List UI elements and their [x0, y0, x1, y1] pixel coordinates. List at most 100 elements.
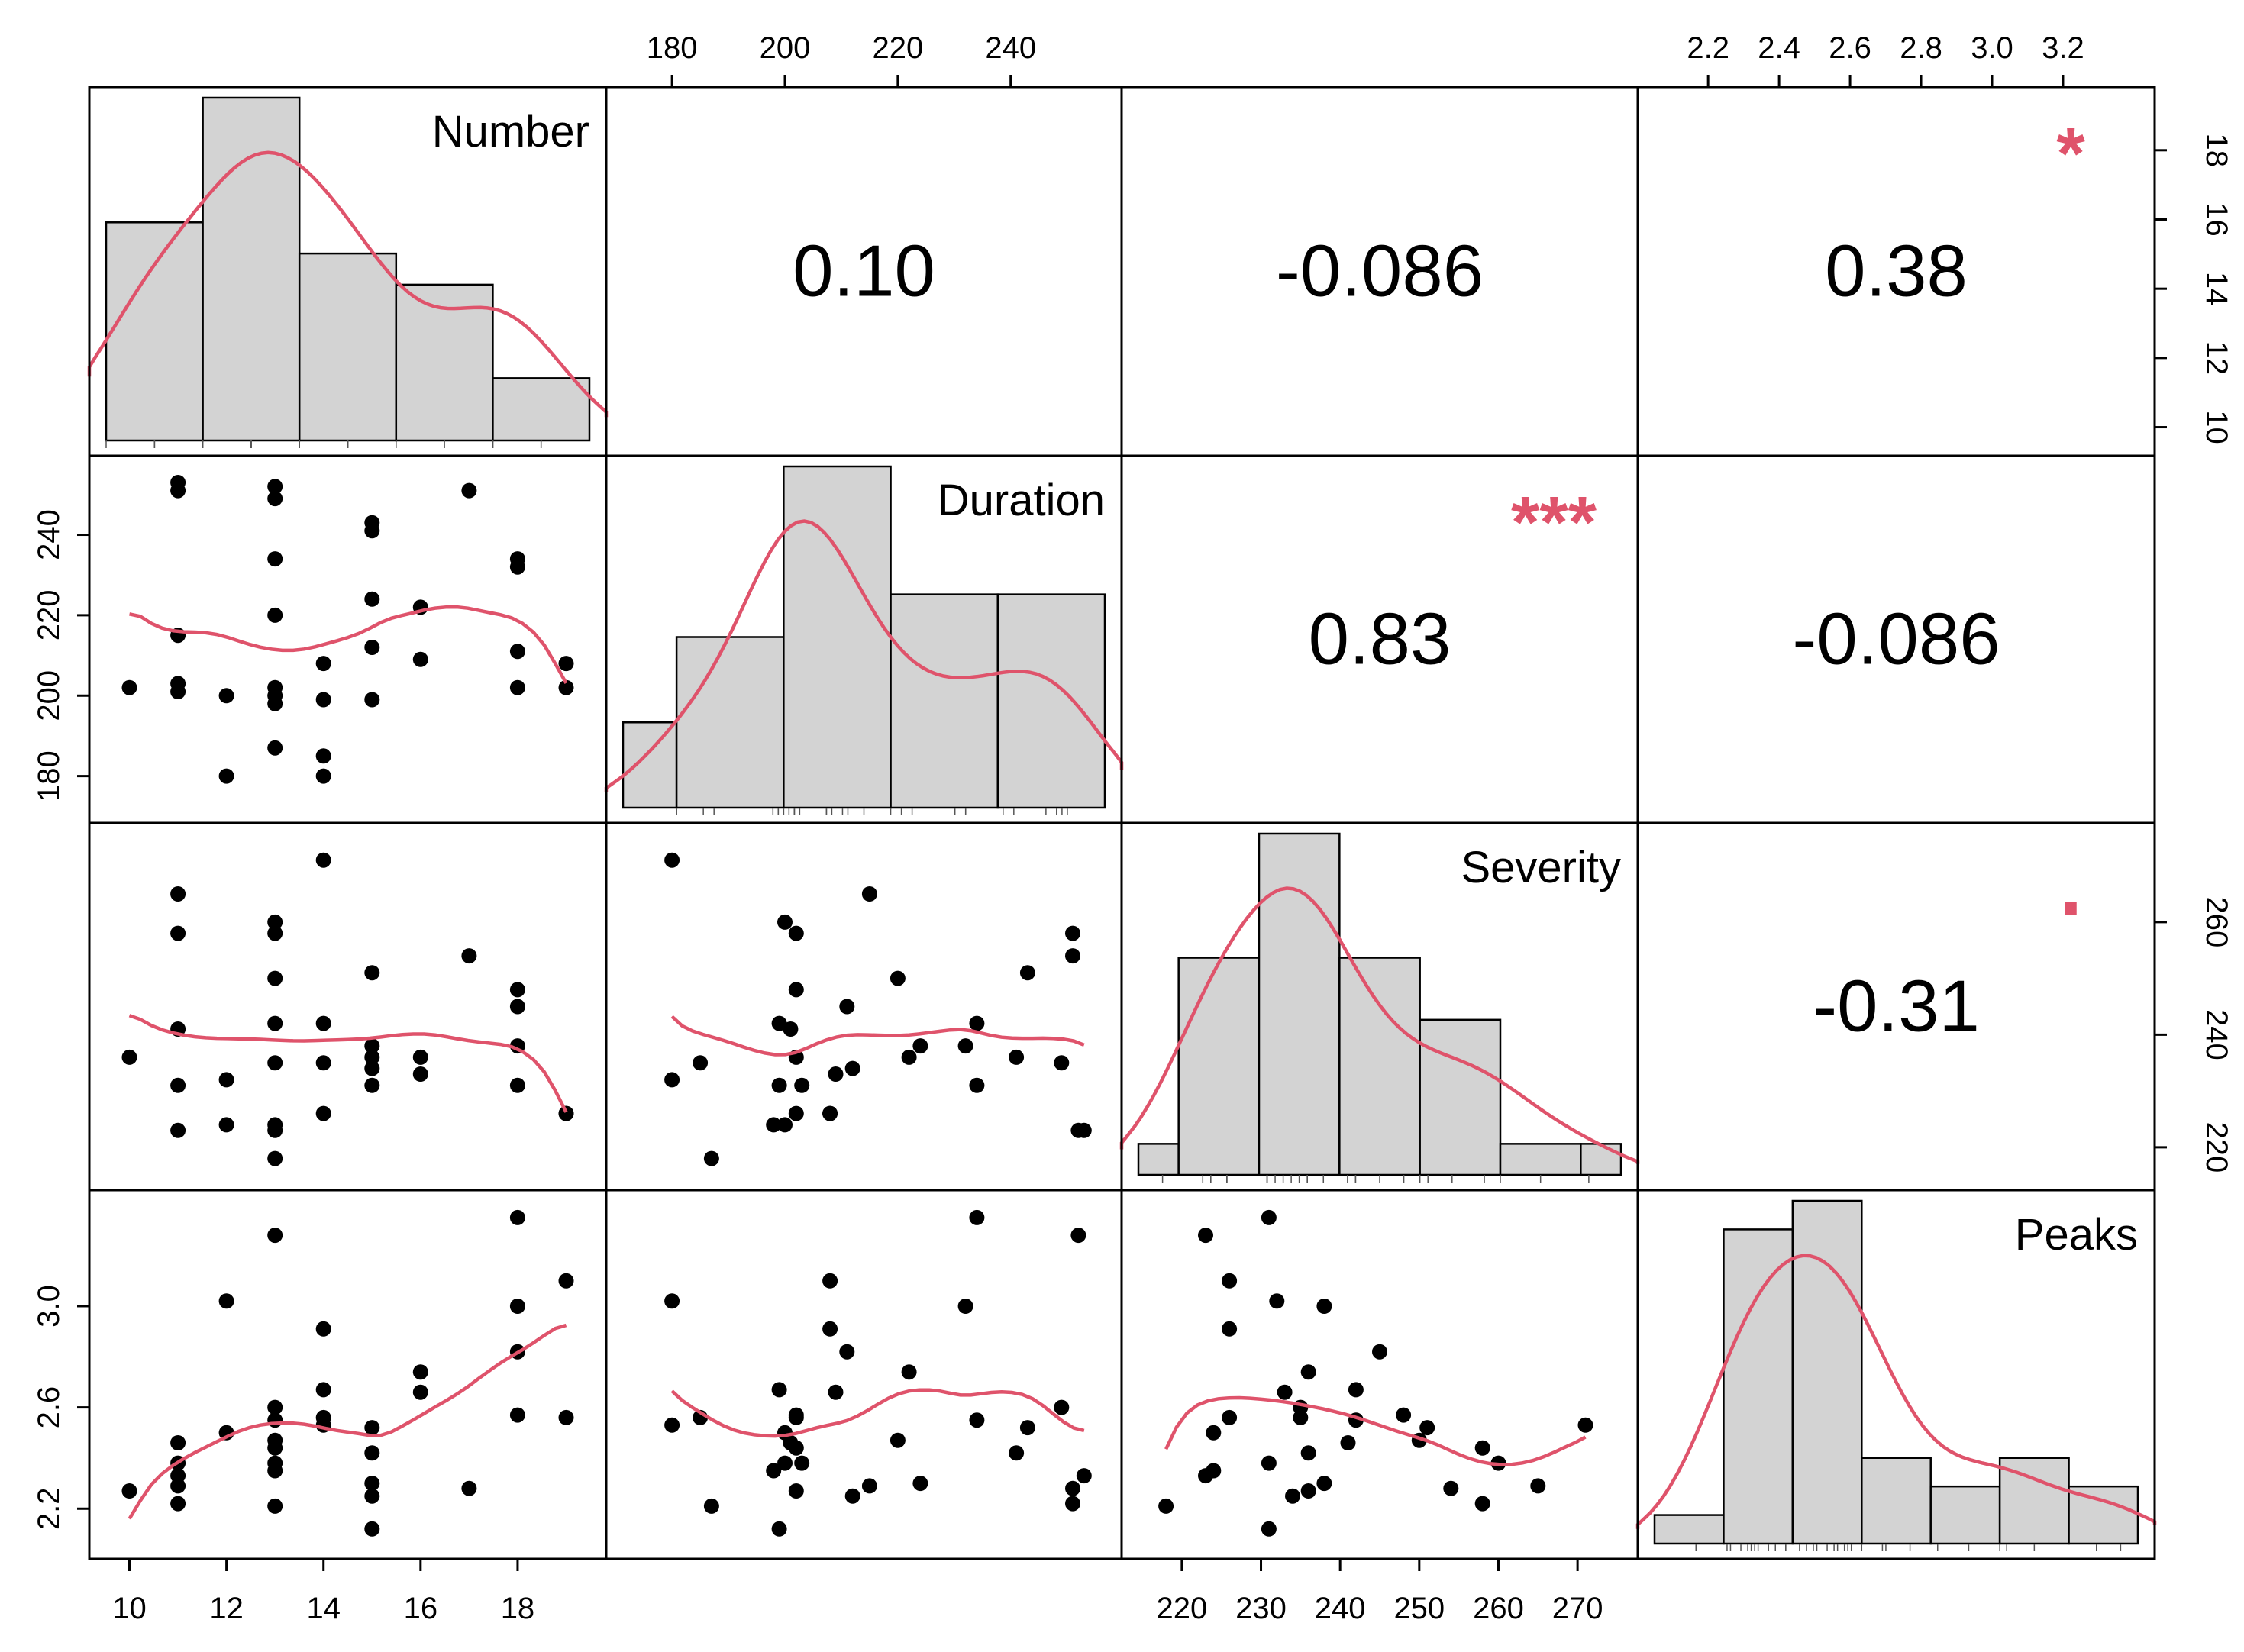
- scatter-point: [788, 925, 804, 941]
- scatter-point: [664, 852, 680, 868]
- scatter-point: [1285, 1488, 1300, 1504]
- scatter-point: [364, 523, 380, 539]
- scatter-point: [315, 692, 331, 708]
- scatter-point: [1070, 1122, 1086, 1138]
- scatter-point: [901, 1049, 917, 1065]
- histogram-bar: [890, 593, 999, 809]
- panel-duration-peaks: -0.086: [1636, 454, 2156, 824]
- tick-label: 200: [32, 670, 66, 721]
- scatter-point: [364, 591, 380, 607]
- scatter-point: [509, 1077, 525, 1093]
- scatter-point: [315, 1382, 331, 1398]
- tick-label: 16: [404, 1592, 438, 1625]
- scatter-point: [461, 948, 477, 964]
- panel-border: [605, 821, 1123, 1192]
- scatter-point: [1019, 965, 1035, 981]
- scatter-point: [315, 656, 331, 672]
- panel-peaks-severity: [1120, 1189, 1639, 1560]
- tick-label: 18: [501, 1592, 535, 1625]
- scatter-point: [267, 740, 283, 756]
- panel-border: [605, 1189, 1123, 1560]
- scatter-point: [822, 1273, 838, 1289]
- histogram-bar: [1861, 1457, 1932, 1545]
- bottom-axis-severity: 220 230 240 250 260 270: [1156, 1557, 1603, 1625]
- scatter-point: [509, 982, 525, 998]
- scatter-point: [364, 1420, 380, 1436]
- scatter-point: [1206, 1463, 1222, 1479]
- correlation-value: 0.83: [1309, 599, 1451, 680]
- scatter-point: [364, 692, 380, 708]
- scatter-point: [509, 1299, 525, 1314]
- histogram-bar: [492, 377, 591, 442]
- scatter-point: [267, 1399, 283, 1415]
- tick-label: 250: [1393, 1592, 1445, 1625]
- right-axis-severity: 220 240 260: [2153, 896, 2233, 1173]
- scatter-point: [1372, 1344, 1387, 1360]
- histogram-bar: [1419, 1018, 1502, 1176]
- scatter-point: [844, 1488, 860, 1504]
- scatter-point: [1269, 1293, 1285, 1309]
- scatter-point: [1300, 1445, 1316, 1461]
- scatter-point: [794, 1455, 810, 1471]
- density-curve: [1635, 1254, 2157, 1529]
- scatter-point: [121, 1483, 137, 1499]
- tick-label: 2.6: [1829, 31, 1871, 65]
- scatter-point: [664, 1417, 680, 1433]
- scatter-point: [822, 1321, 838, 1337]
- scatter-point: [267, 1498, 283, 1514]
- scatter-point: [1009, 1445, 1025, 1461]
- tick-label: 12: [2200, 341, 2233, 376]
- panel-number-duration: 0.10: [605, 86, 1123, 457]
- histogram-bar: [1338, 957, 1421, 1176]
- scatter-point: [267, 607, 283, 623]
- correlation-value: -0.086: [1276, 231, 1484, 312]
- scatter-point: [969, 1209, 985, 1225]
- variable-label-peaks: Peaks: [2015, 1210, 2138, 1260]
- scatter-point: [766, 1463, 782, 1479]
- scatter-point: [558, 679, 574, 695]
- scatter-point: [364, 965, 380, 981]
- scatter-point: [509, 644, 525, 660]
- scatter-point: [771, 1015, 787, 1031]
- panel-number-severity: -0.086: [1120, 86, 1639, 457]
- scatter-point: [461, 1480, 477, 1496]
- scatter-point: [558, 656, 574, 672]
- tick-label: 2.2: [32, 1487, 66, 1530]
- scatter-point: [218, 688, 234, 704]
- scatter-point: [267, 1440, 283, 1456]
- panel-number-number: Number: [87, 86, 609, 457]
- scatter-point: [170, 1496, 186, 1512]
- significance-stars: *: [2056, 113, 2085, 195]
- scatter-point: [771, 1077, 787, 1093]
- scatter-point: [509, 999, 525, 1015]
- tick-label: 270: [1552, 1592, 1603, 1625]
- scatter-point: [957, 1299, 973, 1314]
- scatter-point: [771, 1382, 787, 1398]
- scatter-point: [267, 551, 283, 567]
- scatter-point: [558, 1105, 574, 1121]
- scatter-point: [364, 1476, 380, 1492]
- scatter-point: [267, 925, 283, 941]
- scatter-point: [364, 640, 380, 655]
- scatter-point: [794, 1077, 810, 1093]
- scatter-point: [703, 1498, 719, 1514]
- tick-label: 2.6: [32, 1386, 66, 1429]
- scatter-point: [1261, 1455, 1277, 1471]
- scatter-point: [1396, 1407, 1412, 1423]
- top-axis-duration: 180 200 220 240: [647, 31, 1036, 89]
- scatter-point: [170, 1435, 186, 1450]
- histogram-bar: [1653, 1514, 1725, 1545]
- histogram-bar: [395, 283, 494, 442]
- variable-label-number: Number: [432, 107, 589, 156]
- scatter-point: [1474, 1440, 1490, 1456]
- scatter-point: [890, 1432, 906, 1448]
- scatter-point: [664, 1293, 680, 1309]
- scatter-point: [121, 1049, 137, 1065]
- scatter-point: [364, 1488, 380, 1504]
- tick-label: 180: [647, 31, 698, 65]
- panel-severity-number: [88, 821, 608, 1192]
- scatter-point: [828, 1066, 844, 1082]
- scatter-point: [170, 676, 186, 692]
- scatter-point: [839, 999, 855, 1015]
- histogram-bar: [622, 721, 678, 809]
